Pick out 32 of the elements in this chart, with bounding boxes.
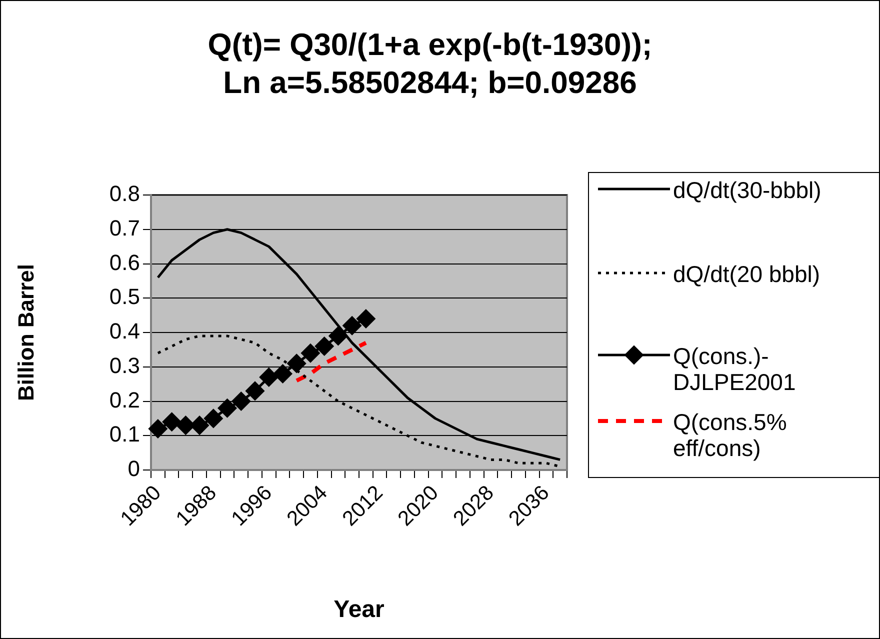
y-tick-label: 0.7 <box>109 215 140 240</box>
point <box>301 344 320 362</box>
point <box>260 368 278 386</box>
y-tick-label: 0.1 <box>109 422 140 447</box>
y-tick-label: 0.5 <box>109 284 140 310</box>
point <box>204 409 223 428</box>
y-tick-label: 0.4 <box>109 318 140 344</box>
legend-label: dQ/dt(30-bbbl) <box>673 177 822 203</box>
point <box>287 354 306 373</box>
point <box>273 364 292 383</box>
point <box>218 398 237 418</box>
point <box>328 326 348 346</box>
point <box>148 420 168 438</box>
point <box>162 412 182 432</box>
y-tick-label: 0.6 <box>109 250 140 275</box>
y-tick-label: 0.8 <box>109 181 140 206</box>
line-series <box>294 340 368 383</box>
point <box>232 392 250 410</box>
point <box>315 337 334 356</box>
y-tick-label: 0.2 <box>109 387 140 412</box>
point <box>356 310 376 328</box>
chart-title: Q(t)= Q30/(1+a exp(-b(t-1930)); Ln a=5.58502844; b=0.09286 <box>206 26 654 102</box>
point <box>176 416 195 435</box>
point <box>342 316 362 335</box>
legend-label: Q(cons.)-DJLPE2001 <box>673 343 797 395</box>
y-tick-label: 0.3 <box>109 352 140 378</box>
y-axis-title: Billion Barrel <box>13 264 38 401</box>
legend-label: dQ/dt(20 bbbl) <box>673 261 822 287</box>
x-axis-title: Year <box>334 596 384 624</box>
y-tick-label: 0 <box>128 456 140 482</box>
point <box>246 382 264 400</box>
legend-label: Q(cons.5% eff/cons) <box>673 409 788 461</box>
